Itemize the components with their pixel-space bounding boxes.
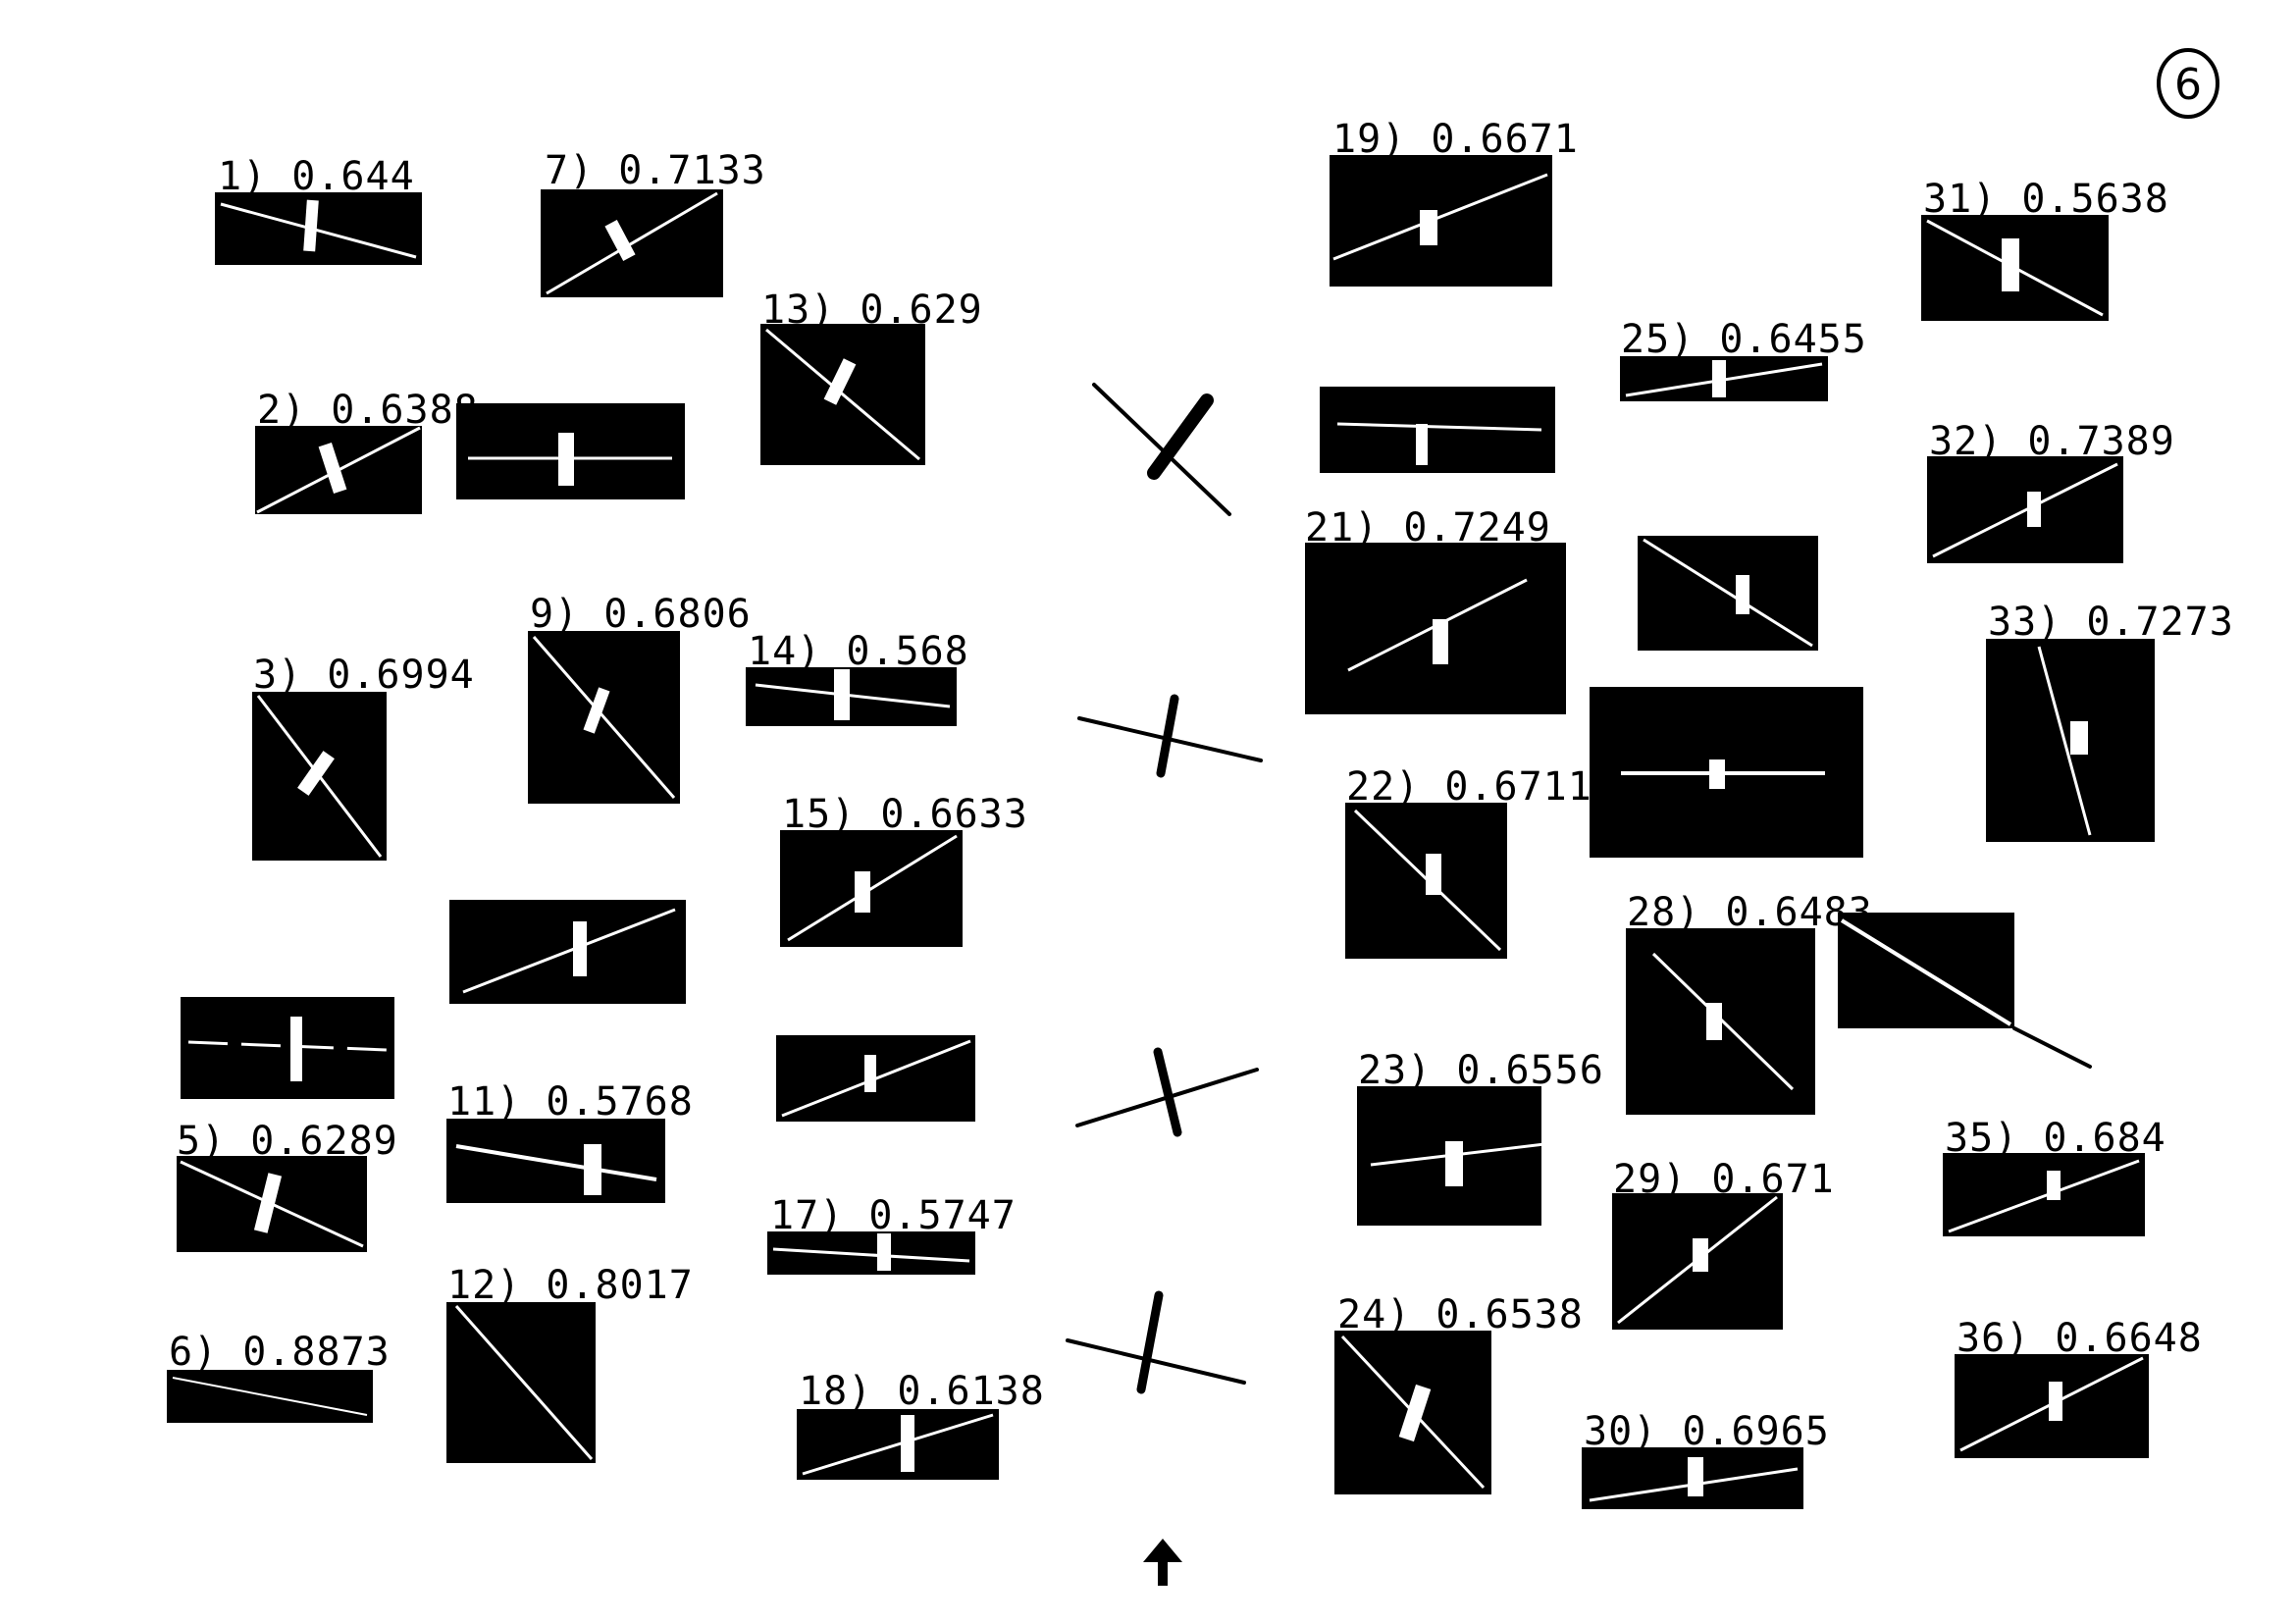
label-19: 19) 0.6671 <box>1332 117 1579 162</box>
hand-cross-1 <box>1092 383 1231 516</box>
panel-26 <box>1638 536 1818 651</box>
panel-27 <box>1590 687 1863 858</box>
panel-25 <box>1620 356 1828 401</box>
page-number-text: 6 <box>2174 60 2202 110</box>
label-7: 7) 0.7133 <box>545 148 766 193</box>
panel-7 <box>541 189 723 297</box>
panel-28 <box>1626 928 1815 1115</box>
panel-16 <box>776 1035 975 1122</box>
label-36: 36) 0.6648 <box>1957 1316 2203 1361</box>
label-1: 1) 0.644 <box>218 154 415 199</box>
label-6: 6) 0.8873 <box>169 1330 391 1375</box>
panel-22 <box>1345 803 1507 959</box>
panel-9 <box>528 631 680 804</box>
panel-15 <box>780 830 963 947</box>
label-33: 33) 0.7273 <box>1988 600 2234 645</box>
label-32: 32) 0.7389 <box>1929 419 2175 464</box>
up-arrow-icon <box>1143 1539 1182 1586</box>
label-12: 12) 0.8017 <box>447 1263 694 1308</box>
panel-3 <box>252 692 387 861</box>
panel-19 <box>1330 155 1552 287</box>
label-18: 18) 0.6138 <box>799 1369 1045 1414</box>
panel-18 <box>797 1409 999 1480</box>
panel-24 <box>1334 1331 1491 1494</box>
panel-5 <box>177 1156 367 1252</box>
hand-cross-2 <box>1077 694 1263 778</box>
label-3: 3) 0.6994 <box>253 653 475 698</box>
panel-23 <box>1357 1086 1541 1226</box>
panel-2b <box>456 403 685 499</box>
label-13: 13) 0.629 <box>761 288 983 333</box>
label-11: 11) 0.5768 <box>447 1079 694 1125</box>
panel-1 <box>215 192 422 265</box>
panel-28b <box>1838 913 2014 1028</box>
hand-cross-3 <box>1075 1047 1259 1137</box>
label-31: 31) 0.5638 <box>1923 177 2169 222</box>
panel-20 <box>1320 387 1555 473</box>
label-28: 28) 0.6483 <box>1627 890 1873 935</box>
panel-31 <box>1921 215 2109 321</box>
label-21: 21) 0.7249 <box>1305 505 1551 550</box>
panel-36 <box>1955 1354 2149 1458</box>
panel-28b-line-extension <box>2012 1026 2092 1069</box>
panel-21 <box>1305 543 1566 714</box>
circled-page-number: 6 <box>2157 48 2219 119</box>
panel-10 <box>449 900 686 1004</box>
hand-cross-4 <box>1066 1290 1246 1394</box>
panel-35 <box>1943 1153 2145 1236</box>
panel-13 <box>760 324 925 465</box>
label-15: 15) 0.6633 <box>782 792 1028 837</box>
label-25: 25) 0.6455 <box>1621 317 1867 362</box>
label-35: 35) 0.684 <box>1945 1116 2166 1161</box>
label-9: 9) 0.6806 <box>530 592 752 637</box>
panel-4 <box>181 997 394 1099</box>
label-14: 14) 0.568 <box>748 629 969 674</box>
panel-14 <box>746 667 957 726</box>
label-30: 30) 0.6965 <box>1584 1409 1830 1454</box>
label-29: 29) 0.671 <box>1613 1157 1835 1202</box>
panel-6 <box>167 1370 373 1423</box>
label-24: 24) 0.6538 <box>1337 1292 1584 1337</box>
panel-17 <box>767 1231 975 1275</box>
panel-33 <box>1986 639 2155 842</box>
label-5: 5) 0.6289 <box>177 1119 398 1164</box>
label-22: 22) 0.6711 <box>1346 764 1592 810</box>
panel-29 <box>1612 1193 1783 1330</box>
panel-12 <box>446 1302 596 1463</box>
label-2: 2) 0.6388 <box>257 388 479 433</box>
label-23: 23) 0.6556 <box>1358 1048 1604 1093</box>
panel-32 <box>1927 456 2123 563</box>
panel-11 <box>446 1119 665 1203</box>
panel-30 <box>1582 1447 1803 1509</box>
label-17: 17) 0.5747 <box>770 1193 1017 1238</box>
panel-2 <box>255 426 422 514</box>
